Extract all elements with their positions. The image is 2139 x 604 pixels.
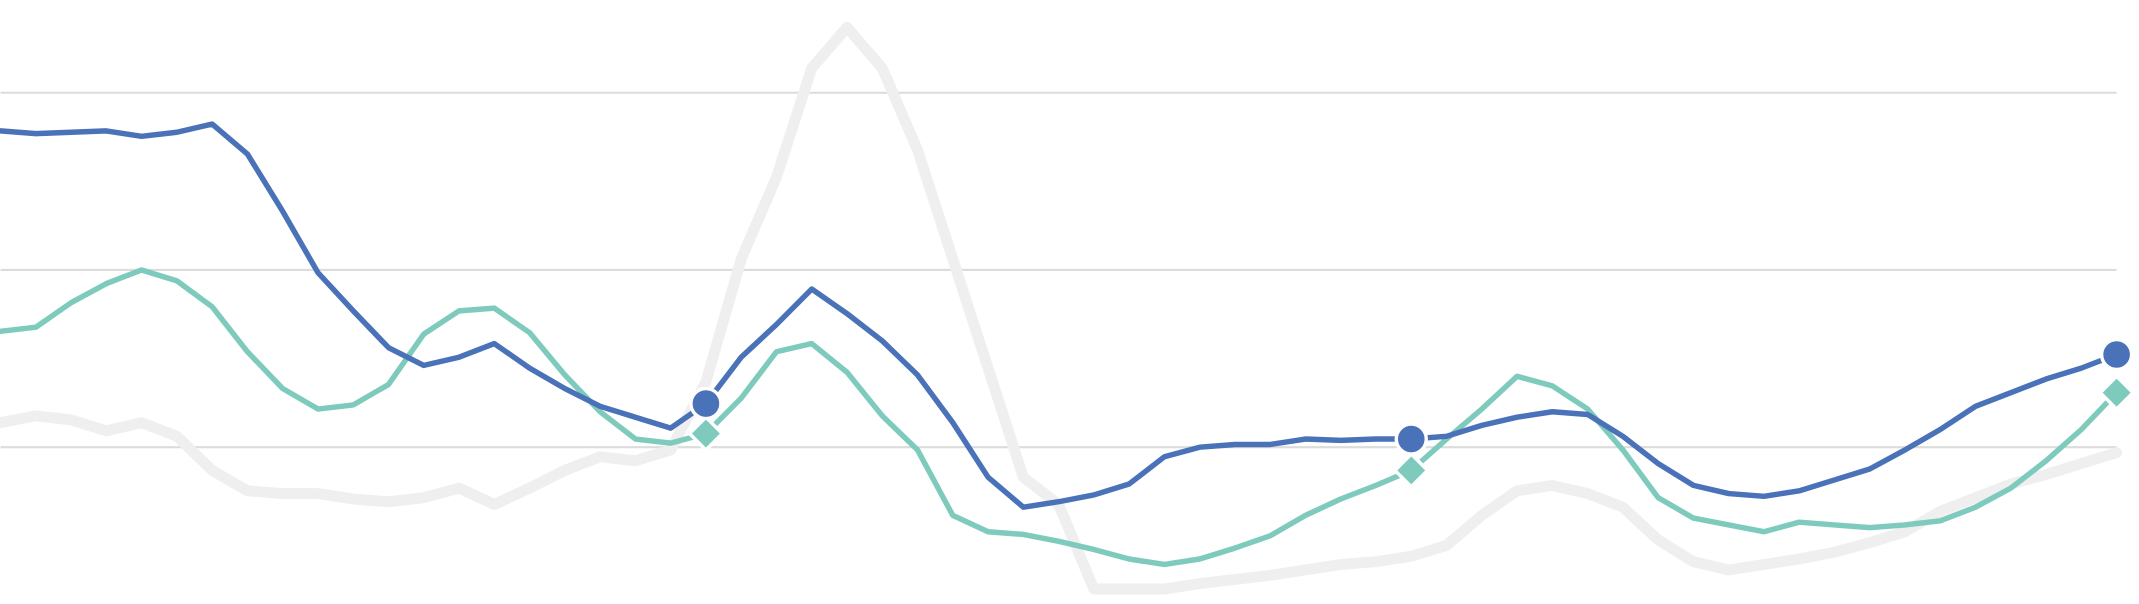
point-marker bbox=[2099, 337, 2134, 372]
point-marker bbox=[1394, 422, 1428, 456]
point-marker bbox=[687, 414, 725, 453]
point-marker bbox=[689, 386, 723, 421]
line-series bbox=[0, 121, 2120, 510]
point-marker bbox=[2097, 373, 2136, 412]
point-marker bbox=[1392, 451, 1431, 490]
line-series bbox=[0, 267, 2120, 568]
line-series bbox=[0, 21, 2123, 595]
